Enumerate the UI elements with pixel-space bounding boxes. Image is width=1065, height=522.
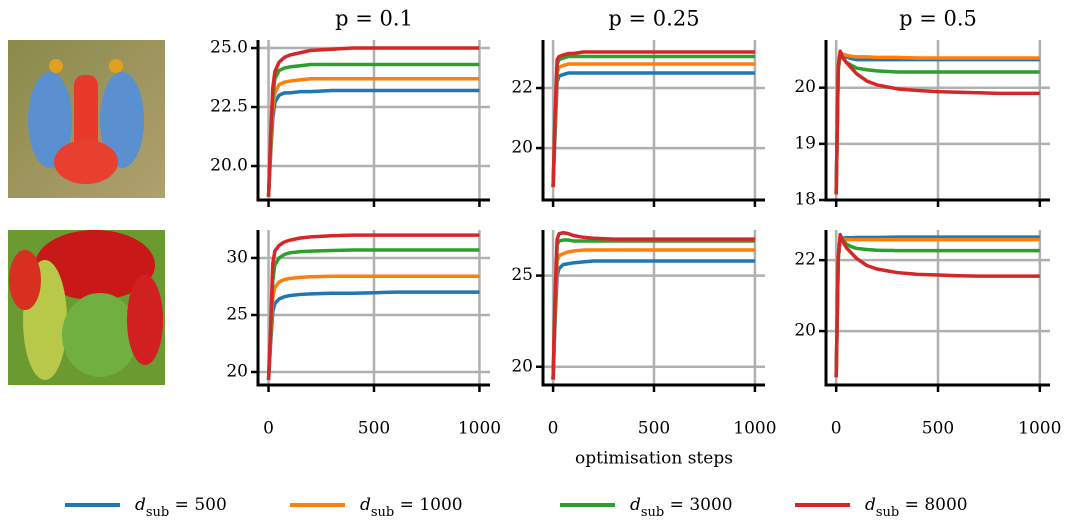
line-series — [266, 46, 480, 197]
x-tick-label: 500 — [358, 419, 390, 439]
legend-label: dsub = 1000 — [360, 495, 463, 521]
line-series — [834, 232, 1040, 378]
legend-label: dsub = 3000 — [630, 495, 733, 521]
y-tick-label: 25 — [511, 265, 533, 285]
line-series — [266, 233, 480, 381]
chart-title: p = 0.25 — [608, 7, 699, 31]
legend-label: dsub = 500 — [135, 495, 227, 521]
line-series — [266, 274, 480, 381]
chart-title: p = 0.5 — [899, 7, 977, 31]
y-tick-label: 25 — [226, 304, 248, 324]
line-series — [551, 50, 755, 188]
y-tick-label: 20 — [511, 356, 533, 376]
y-tick-label: 25.0 — [210, 38, 248, 58]
line-series — [551, 230, 755, 380]
y-tick-label: 20 — [794, 321, 816, 341]
y-tick-label: 22.5 — [210, 97, 248, 117]
y-tick-label: 20.0 — [210, 156, 248, 176]
line-series — [266, 290, 480, 381]
x-axis-label: optimisation steps — [575, 449, 733, 469]
x-tick-label: 500 — [638, 419, 670, 439]
x-tick-label: 1000 — [458, 419, 501, 439]
y-tick-label: 18 — [794, 190, 816, 210]
peppers-image — [8, 230, 165, 385]
line-series — [551, 248, 755, 380]
y-tick-label: 20 — [511, 138, 533, 158]
x-tick-label: 0 — [831, 419, 842, 439]
legend-label: dsub = 8000 — [865, 495, 968, 521]
x-tick-label: 1000 — [733, 419, 776, 439]
y-tick-label: 30 — [226, 247, 248, 267]
x-tick-label: 0 — [263, 419, 274, 439]
x-tick-label: 0 — [548, 419, 559, 439]
mandrill-image — [8, 40, 165, 198]
y-tick-label: 19 — [794, 133, 816, 153]
y-tick-label: 22 — [794, 250, 816, 270]
x-tick-label: 1000 — [1018, 419, 1061, 439]
x-tick-label: 500 — [922, 419, 954, 439]
line-series — [834, 49, 1040, 195]
legend: dsub = 500 dsub = 1000 dsub = 3000 dsub = 8… — [65, 495, 968, 521]
y-tick-label: 20 — [226, 361, 248, 381]
chart-title: p = 0.1 — [335, 7, 413, 31]
y-tick-label: 22 — [511, 78, 533, 98]
y-tick-label: 20 — [794, 77, 816, 97]
